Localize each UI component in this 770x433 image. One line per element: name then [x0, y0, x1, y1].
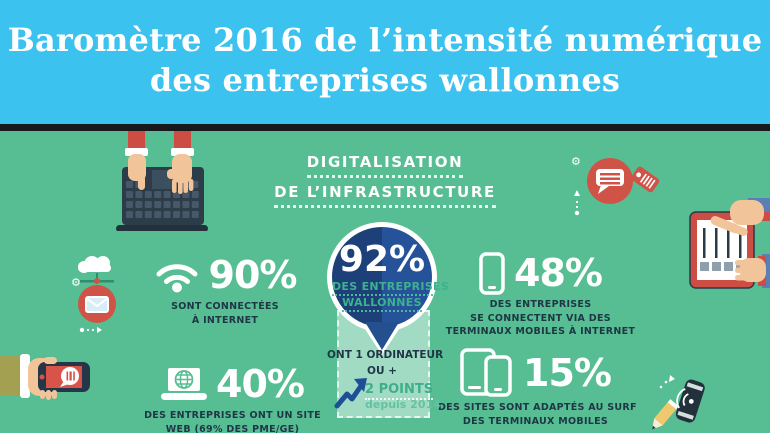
stat-responsive-sites-row: 15%	[438, 348, 633, 398]
stat-website: 40% DES ENTREPRISES ONT UN SITE WEB (69%…	[135, 362, 330, 433]
phone-pencil-illustration	[652, 375, 705, 430]
page-title: Baromètre 2016 de l’intensité numérique …	[0, 20, 770, 100]
stat-mobile-internet-caption-line3: TERMINAUX MOBILES À INTERNET	[445, 326, 636, 337]
devices-icon	[460, 348, 512, 397]
stat-mobile-internet-caption-line2: SE CONNECTENT VIA DES	[470, 312, 611, 324]
stat-internet-caption: SONT CONNECTÉES À INTERNET	[135, 300, 315, 327]
laptop-globe-icon	[161, 368, 208, 400]
stat-responsive-sites-value: 15%	[523, 351, 612, 395]
bubble-note-line1: ONT 1 ORDINATEUR	[327, 349, 444, 361]
stat-responsive-sites-caption-line1: DES SITES SONT ADAPTÉS AU SURF	[438, 402, 637, 413]
trend-caption: depuis 2014	[365, 398, 441, 411]
page-title-line1: Baromètre 2016 de l’intensité numérique	[7, 21, 763, 59]
wifi-icon	[156, 264, 198, 293]
stat-bubble: 92% DES ENTREPRISES WALLONNES	[327, 222, 450, 332]
hands-holding-tablet-illustration	[689, 198, 770, 289]
stat-internet: 90% SONT CONNECTÉES À INTERNET	[135, 253, 315, 327]
bubble-label-text1: DES ENTREPRISES	[332, 280, 450, 296]
smartphone-icon	[479, 251, 505, 295]
bubble-note-line2: OU +	[367, 365, 397, 377]
bubble-label-line1: DES ENTREPRISES	[332, 280, 450, 296]
stat-internet-caption-line2: À INTERNET	[191, 314, 259, 326]
divider-bar	[0, 124, 770, 131]
stat-website-value: 40%	[216, 362, 305, 406]
stat-website-row: 40%	[135, 362, 330, 406]
section-heading-line2: DE L’INFRASTRUCTURE	[274, 183, 496, 208]
stat-mobile-internet: 48% DES ENTREPRISES SE CONNECTENT VIA DE…	[443, 251, 638, 339]
stat-mobile-internet-caption: DES ENTREPRISES SE CONNECTENT VIA DES TE…	[443, 298, 638, 339]
stat-website-caption: DES ENTREPRISES ONT UN SITE WEB (69% DES…	[135, 409, 330, 433]
infographic-body: ⚙	[0, 131, 770, 433]
stat-responsive-sites: 15% DES SITES SONT ADAPTÉS AU SURF DES T…	[438, 348, 637, 428]
laptop-typing-illustration	[116, 131, 208, 231]
trend-value-text: 2 POINTS	[365, 382, 434, 400]
cloud-network-mail-illustration: ⚙	[71, 256, 116, 333]
chat-tag-illustration: ⚙ ⚙	[571, 155, 660, 216]
stat-mobile-internet-caption-line1: DES ENTREPRISES	[489, 299, 592, 310]
stat-responsive-sites-caption-line2: DES TERMINAUX MOBILES	[462, 415, 609, 427]
section-heading-line1: DIGITALISATION	[306, 153, 464, 178]
bubble-label-line2: WALLONNES	[332, 296, 432, 312]
stat-internet-value: 90%	[208, 253, 298, 297]
svg-text:⚙: ⚙	[571, 155, 581, 168]
stat-website-caption-line2: WEB (69% DES PME/GE)	[165, 423, 300, 433]
growth-arrow-icon	[334, 378, 367, 409]
page-title-line2: des entreprises wallonnes	[149, 61, 621, 99]
bubble-value: 92%	[338, 239, 426, 280]
stat-mobile-internet-row: 48%	[443, 251, 638, 295]
stat-responsive-sites-caption: DES SITES SONT ADAPTÉS AU SURF DES TERMI…	[438, 401, 637, 428]
stat-mobile-internet-value: 48%	[514, 251, 603, 295]
svg-text:⚙: ⚙	[71, 276, 81, 289]
bubble-label-text2: WALLONNES	[342, 296, 422, 312]
hand-holding-phone-illustration	[0, 354, 90, 400]
stat-website-caption-line1: DES ENTREPRISES ONT UN SITE	[144, 410, 321, 421]
header-banner: Baromètre 2016 de l’intensité numérique …	[0, 0, 770, 124]
stat-internet-row: 90%	[135, 253, 315, 297]
section-heading: DIGITALISATION DE L’INFRASTRUCTURE	[265, 152, 505, 208]
stat-internet-caption-line1: SONT CONNECTÉES	[171, 301, 279, 312]
trend-value: 2 POINTS	[365, 382, 434, 400]
bubble-tail	[365, 322, 399, 350]
